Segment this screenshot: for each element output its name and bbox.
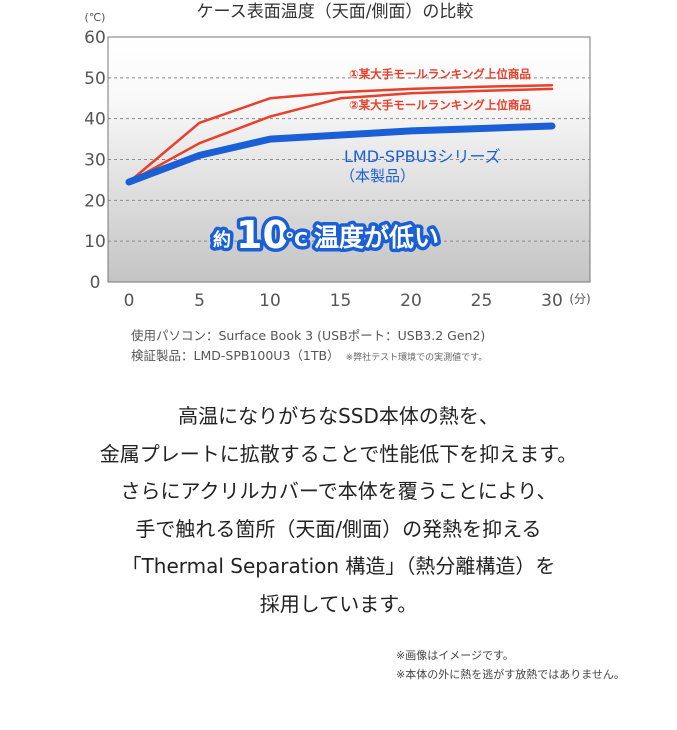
footnote: ※画像はイメージです。 [396, 649, 514, 662]
x-tick-label: 5 [194, 291, 205, 311]
test-notes: 使用パソコン：Surface Book 3 (USBポート：USB3.2 Gen… [131, 326, 487, 368]
description-line: 「Thermal Separation 構造」（熱分離構造）を [121, 554, 556, 578]
footnote: ※本体の外に熱を逃がす放熱ではありません。 [396, 668, 625, 681]
callout-text: 約 10 ℃ 温度が低い [210, 210, 443, 261]
x-tick-label: 15 [330, 291, 352, 311]
description: 高温になりがちなSSD本体の熱を、 金属プレートに拡散することで性能低下を抑えま… [0, 398, 677, 623]
test-pc-note: 使用パソコン：Surface Book 3 (USBポート：USB3.2 Gen… [131, 328, 486, 343]
series-line-1 [127, 83, 554, 184]
x-tick-label: 25 [471, 291, 493, 311]
legend-series-1: ①某大手モールランキング上位商品 [349, 67, 531, 81]
svg-text:10: 10 [236, 213, 289, 257]
y-tick-label: 20 [84, 191, 106, 211]
y-tick-label: 60 [84, 28, 106, 48]
x-tick-label: 20 [400, 291, 422, 311]
footnotes: ※画像はイメージです。 ※本体の外に熱を逃がす放熱ではありません。 [396, 646, 625, 684]
legend-series-3-sub: （本製品） [340, 167, 415, 185]
x-tick-label: 0 [124, 291, 135, 311]
series-line-3 [125, 122, 556, 186]
description-line: さらにアクリルカバーで本体を覆うことにより、 [120, 479, 557, 503]
x-unit: (分) [569, 292, 590, 306]
legend-series-2: ②某大手モールランキング上位商品 [349, 98, 531, 112]
y-tick-label: 0 [90, 273, 101, 293]
y-tick-label: 50 [84, 69, 106, 89]
description-line: 金属プレートに拡散することで性能低下を抑えます。 [99, 441, 578, 466]
test-env-note: ※弊社テスト環境での実測値です。 [345, 353, 488, 363]
temperature-chart: ケース表面温度（天面/側面）の比較 (℃) 0 10 20 30 40 50 60 0 5 10… [84, 2, 591, 311]
svg-text:℃: ℃ [285, 229, 308, 251]
description-line: 高温になりがちなSSD本体の熱を、 [178, 404, 499, 428]
svg-text:温度が低い: 温度が低い [314, 223, 439, 252]
test-product-note: 検証製品：LMD-SPB100U3（1TB） ※弊社テスト環境での実測値です。 [131, 348, 488, 363]
x-tick-label: 30 [541, 291, 563, 311]
svg-text:約: 約 [213, 229, 231, 251]
description-line: 手で触れる箇所（天面/側面）の発熱を抑える [135, 516, 542, 541]
y-tick-label: 10 [84, 232, 106, 252]
legend-series-3: LMD-SPBU3シリーズ [344, 147, 501, 166]
x-tick-label: 10 [259, 291, 281, 311]
description-line: 採用しています。 [259, 591, 418, 616]
series-line-2 [127, 87, 554, 184]
chart-title: ケース表面温度（天面/側面）の比較 [197, 2, 474, 22]
y-tick-label: 40 [84, 110, 106, 130]
y-tick-label: 30 [84, 151, 106, 171]
y-unit: (℃) [85, 11, 106, 24]
